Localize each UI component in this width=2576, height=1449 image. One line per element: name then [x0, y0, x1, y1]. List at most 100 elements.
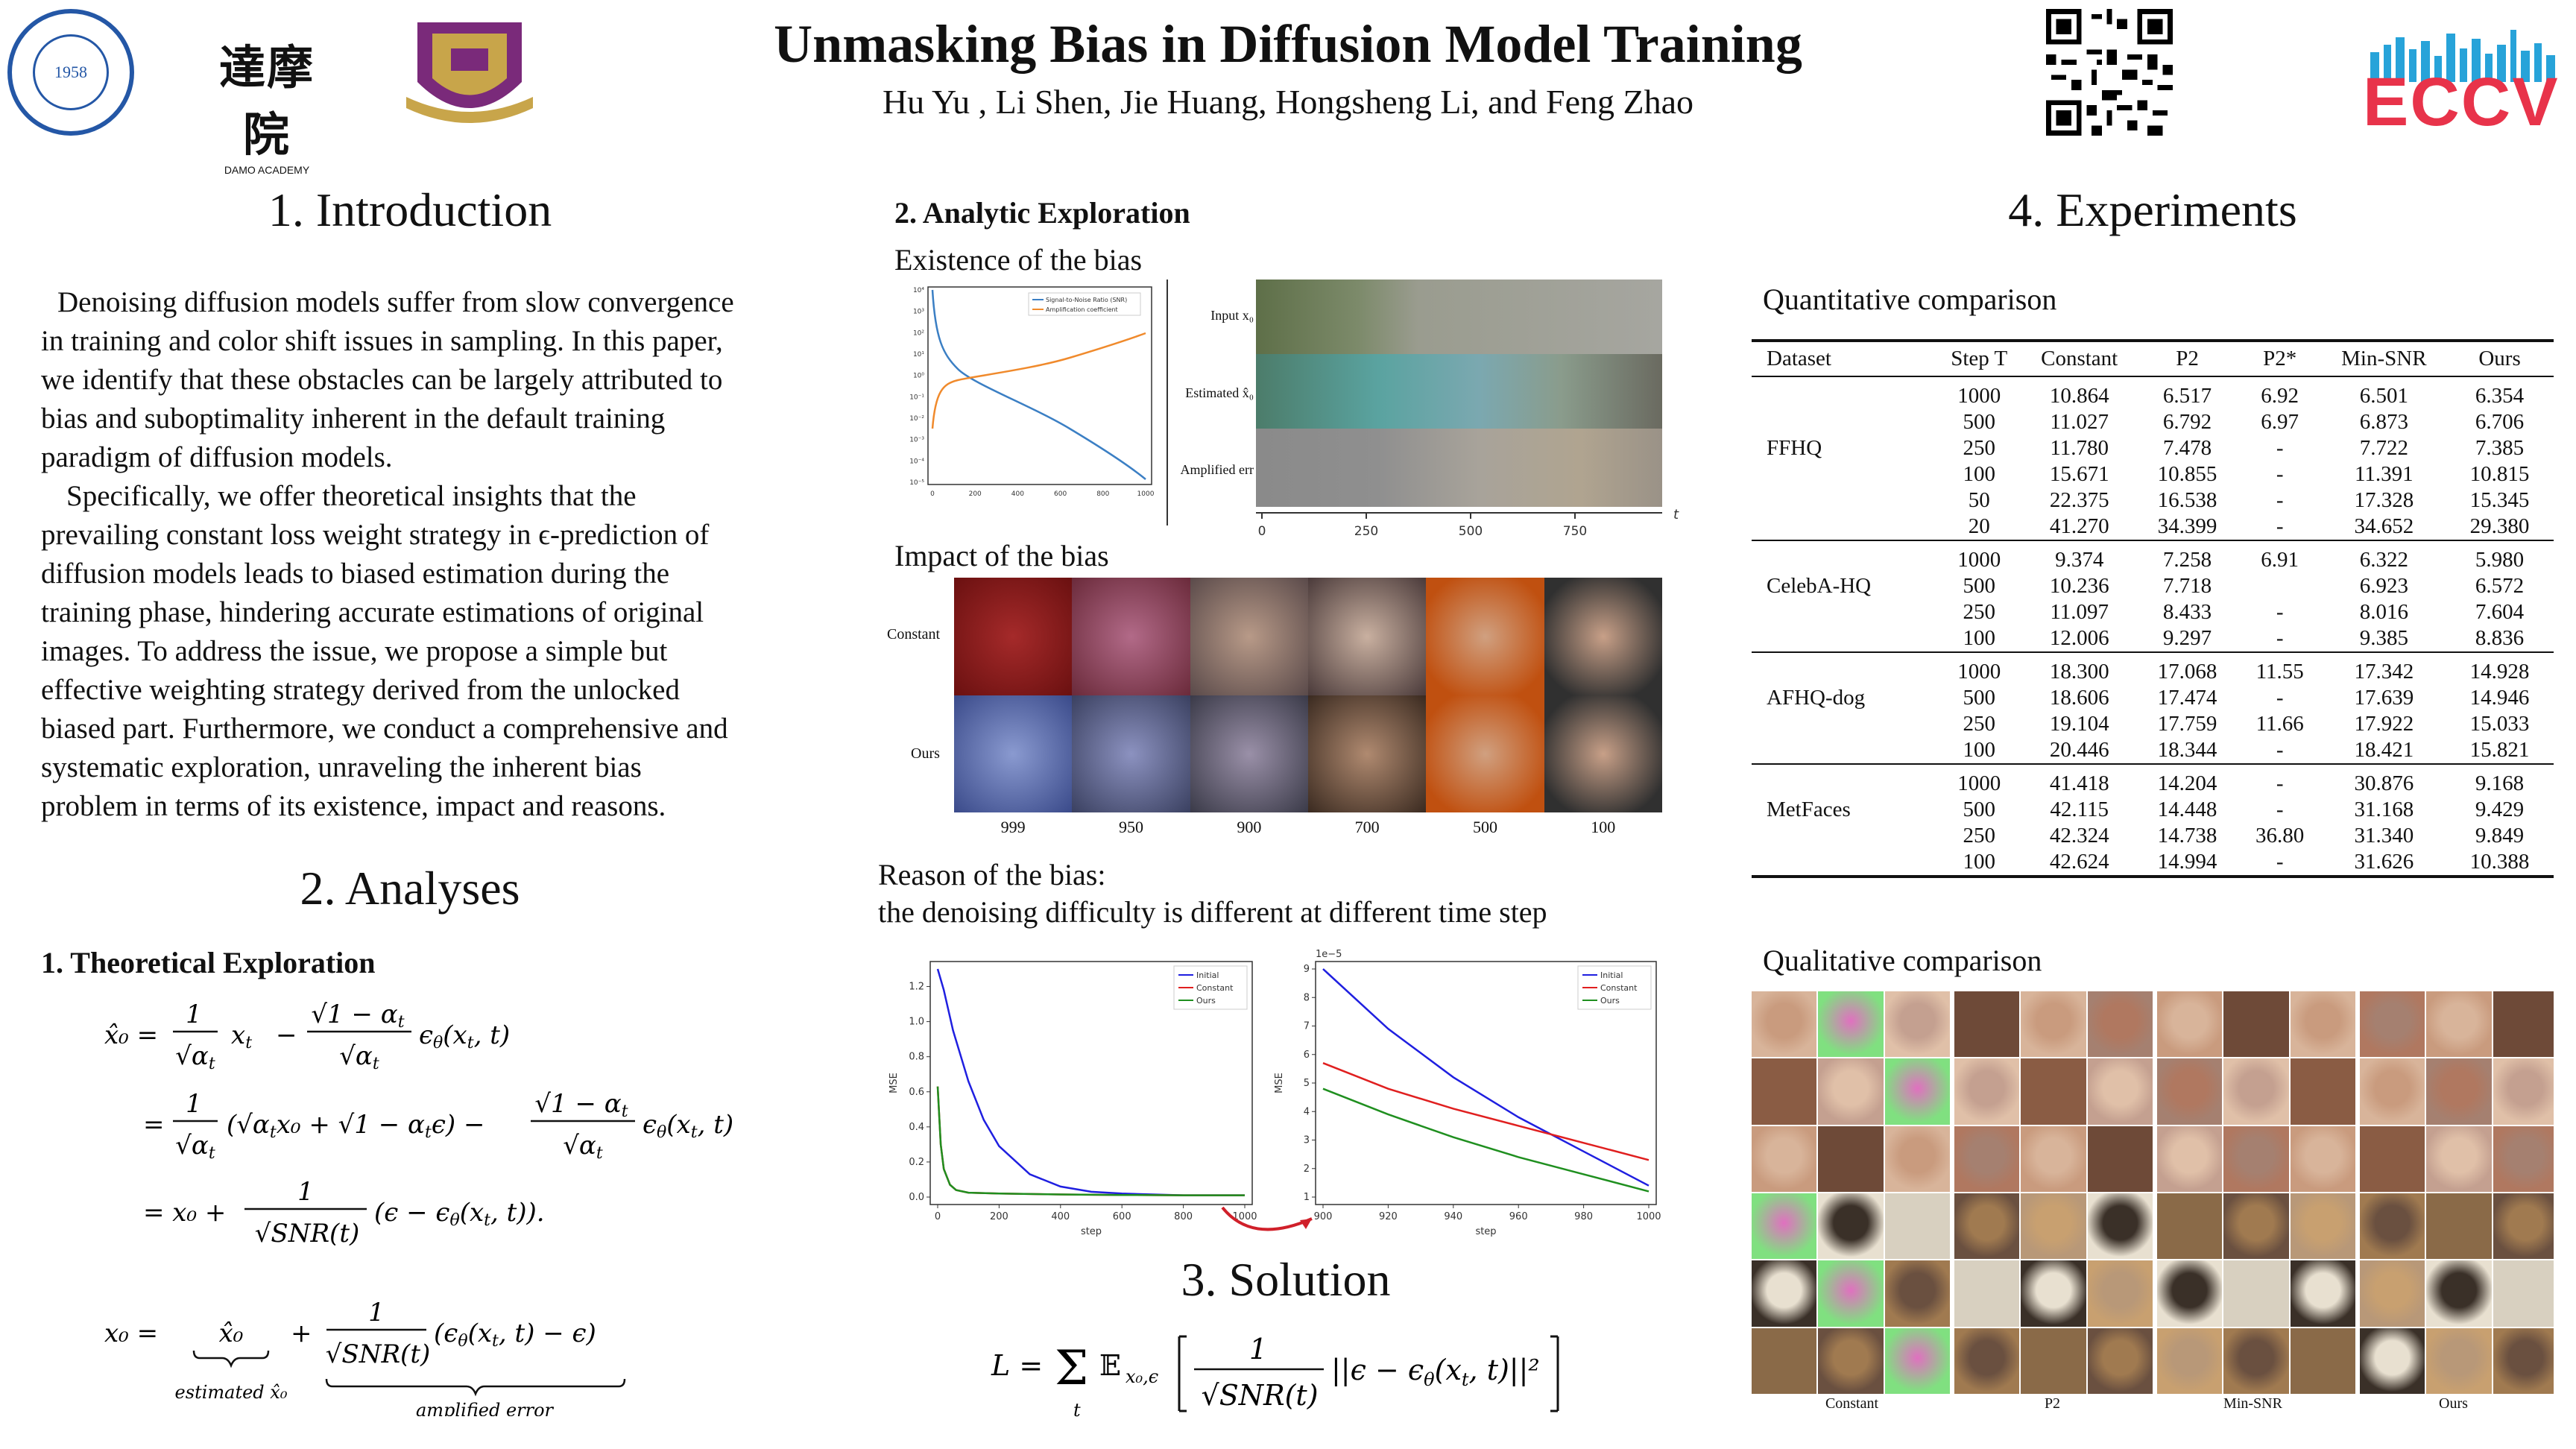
- y-tick-label: 2: [1304, 1164, 1310, 1175]
- dataset-cell: [1752, 652, 1936, 685]
- table-cell: 250: [1963, 436, 1995, 460]
- snr-ytick: 10⁻³: [909, 437, 924, 444]
- damo-logo-cn: 達摩院: [218, 40, 315, 162]
- svg-text:xt: xt: [231, 1020, 252, 1052]
- table-cell: -: [2276, 462, 2284, 486]
- table-cell: 18.300: [2049, 660, 2109, 684]
- table-cell: 22.375: [2049, 488, 2109, 512]
- table-cell: 6.706: [2475, 410, 2525, 434]
- table-cell: 15.821: [2446, 737, 2554, 765]
- intro-paragraph-1: Denoising diffusion models suffer from s…: [41, 286, 734, 473]
- x-tick-label: 980: [1574, 1211, 1593, 1222]
- qual-sample: [2290, 991, 2355, 1058]
- svg-text:||ϵ − ϵθ(xt, t)||²: ||ϵ − ϵθ(xt, t)||²: [1331, 1354, 1540, 1390]
- qual-sample: [2360, 1058, 2425, 1125]
- table-cell: 100: [1963, 462, 1995, 486]
- dataset-cell: [1752, 737, 1937, 765]
- table-cell: 1000: [1957, 384, 2001, 408]
- table-cell: 20.446: [2021, 737, 2138, 765]
- table-row: AFHQ-dog 500 18.606 17.474 - 17.639 14.946: [1752, 685, 2554, 711]
- svg-text:+: +: [291, 1319, 312, 1348]
- table-cell: 17.759: [2157, 712, 2217, 736]
- table-cell: 9.374: [2055, 548, 2104, 572]
- x-tick-label: 600: [1113, 1211, 1131, 1222]
- svg-text:√αt: √αt: [563, 1131, 603, 1163]
- qual-sample: [2021, 1126, 2086, 1192]
- qual-sample: [2157, 1260, 2223, 1327]
- qual-sample: [1954, 1260, 2020, 1327]
- table-cell: 18.421: [2322, 737, 2446, 765]
- table-cell: 1000: [1957, 660, 2001, 684]
- dataset-cell: [1752, 764, 1936, 797]
- y-tick-label: 1: [1304, 1192, 1310, 1203]
- qual-sample: [2157, 991, 2223, 1058]
- x-tick-label: 900: [1314, 1211, 1333, 1222]
- impact-image-grid: [954, 578, 1662, 812]
- y-tick-label: 0.0: [909, 1192, 924, 1203]
- qual-sample: [2087, 991, 2153, 1058]
- table-cell: 34.399: [2137, 514, 2238, 541]
- table-row: FFHQ 250 11.780 7.478 - 7.722 7.385: [1752, 435, 2554, 461]
- analyses-heading: 2. Analyses: [300, 862, 520, 915]
- table-row: 250 11.097 8.433 - 8.016 7.604: [1752, 599, 2554, 625]
- table-row: 100 12.006 9.297-9.385 8.836: [1752, 625, 2554, 653]
- qualitative-image-grid: [1752, 991, 2554, 1394]
- x-tick-label: 940: [1444, 1211, 1462, 1222]
- table-cell: 8.836: [2446, 625, 2554, 653]
- scale-label: 1e−5: [1316, 949, 1342, 960]
- reason-line-1: Reason of the bias:: [878, 858, 1106, 891]
- table-cell: 9.849: [2475, 824, 2525, 847]
- qual-sample: [2021, 991, 2086, 1058]
- y-tick-label: 7: [1304, 1021, 1310, 1032]
- svg-text:1: 1: [368, 1298, 385, 1328]
- qual-sample: [2157, 1328, 2223, 1394]
- legend-label: Ours: [1600, 996, 1620, 1006]
- qual-sample: [1752, 1328, 1817, 1394]
- qual-sample: [2021, 1260, 2086, 1327]
- table-cell: 36.80: [2255, 824, 2305, 847]
- svg-text:√αt: √αt: [175, 1131, 215, 1163]
- dataset-cell: [1752, 461, 1936, 487]
- svg-text:1: 1: [1249, 1333, 1267, 1366]
- table-cell: 500: [1963, 574, 1995, 598]
- svg-text:L =: L =: [991, 1349, 1043, 1382]
- table-cell: 14.204: [2157, 771, 2217, 795]
- table-cell: -: [2237, 625, 2323, 653]
- table-cell: 6.501: [2359, 384, 2408, 408]
- snr-legend-2: Amplification coefficient: [1046, 306, 1118, 313]
- qual-labels: Constant P2 Min-SNR Ours: [1825, 1395, 2468, 1412]
- mse-chart-full: 0 200 400 600 800 1000 0.0 0.2 0.4 0.6 0.8 1.0 1.2 st…: [878, 945, 1266, 1243]
- svg-text:√1 − αt: √1 − αt: [534, 1089, 628, 1121]
- qual-sample: [1752, 1193, 1817, 1260]
- table-cell: 500: [1963, 410, 1995, 434]
- eccv-logo: ECCV: [2363, 22, 2572, 142]
- qual-sample: [1954, 1193, 2020, 1260]
- qual-sample: [1752, 1058, 1817, 1125]
- qual-sample: [1954, 991, 2020, 1058]
- table-cell: 1000: [1957, 548, 2001, 572]
- table-cell: 11.027: [2050, 410, 2109, 434]
- x-tick-label: 0: [935, 1211, 941, 1222]
- table-cell: 6.873: [2359, 410, 2408, 434]
- table-cell: -: [2276, 436, 2284, 460]
- qual-sample: [2426, 1058, 2492, 1125]
- table-cell: 17.639: [2354, 686, 2414, 710]
- table-cell: 10.236: [2049, 574, 2109, 598]
- qual-sample: [2426, 1260, 2492, 1327]
- dataset-cell: MetFaces: [1767, 798, 1851, 821]
- table-cell: 20: [1936, 514, 2022, 541]
- qual-sample: [1818, 1328, 1884, 1394]
- qual-block: [2360, 991, 2554, 1394]
- impact-heading: Impact of the bias: [894, 539, 1109, 572]
- theoretical-heading: 1. Theoretical Exploration: [41, 946, 376, 979]
- qual-sample: [2021, 1193, 2086, 1260]
- qual-sample: [2493, 1126, 2554, 1192]
- qual-sample: [2290, 1058, 2355, 1125]
- table-row: 250 42.324 14.738 36.80 31.340 9.849: [1752, 823, 2554, 849]
- qual-sample: [2493, 1328, 2554, 1394]
- table-row: 1000 10.864 6.517 6.92 6.501 6.354: [1752, 376, 2554, 409]
- table-cell: 6.91: [2261, 548, 2299, 572]
- x-axis-label: step: [1475, 1226, 1496, 1237]
- qual-sample: [2290, 1260, 2355, 1327]
- table-cell: 31.626: [2322, 849, 2446, 878]
